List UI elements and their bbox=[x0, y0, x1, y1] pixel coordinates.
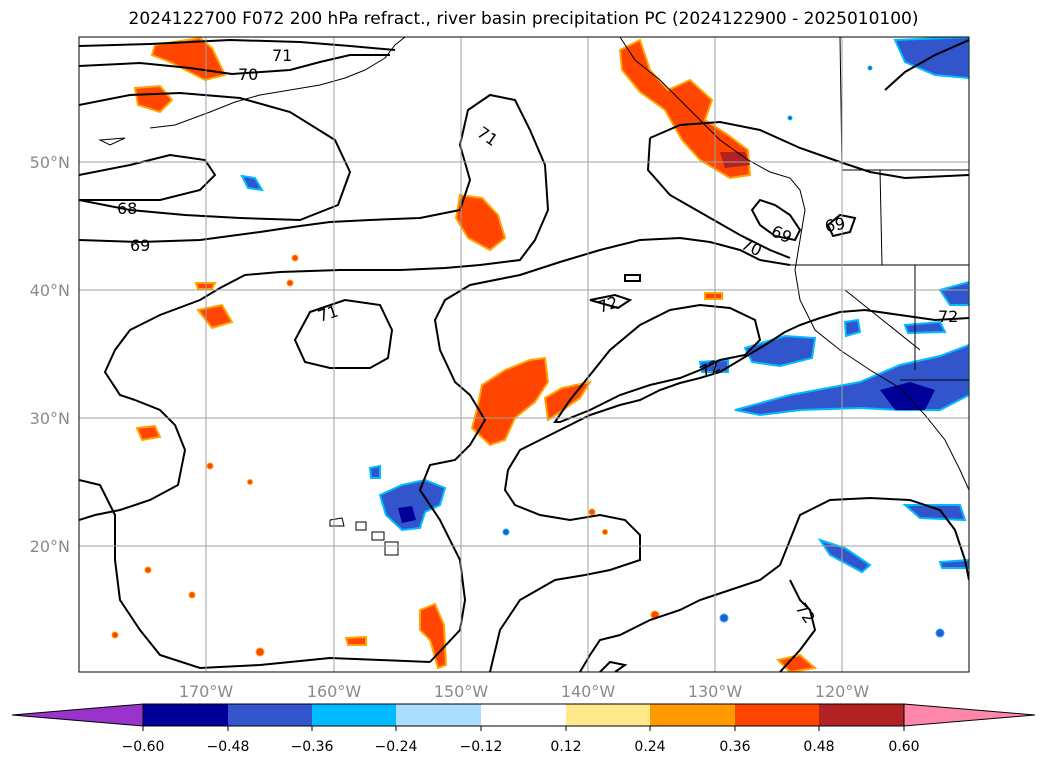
lon-label-140w: 140°W bbox=[561, 682, 616, 701]
lat-label-50n: 50°N bbox=[30, 153, 70, 172]
colorbar-segment bbox=[481, 704, 566, 726]
contour-label: 70 bbox=[238, 65, 258, 84]
lon-label-170w: 170°W bbox=[179, 682, 234, 701]
lat-label-40n: 40°N bbox=[30, 281, 70, 300]
coastlines bbox=[98, 37, 969, 556]
contour-label: 71 bbox=[474, 123, 502, 150]
precip-negative-regions bbox=[240, 37, 969, 638]
colorbar-segment bbox=[566, 704, 650, 726]
colorbar-extend-min bbox=[11, 703, 144, 727]
colorbar-segment bbox=[819, 704, 904, 726]
colorbar-tick-label: −0.24 bbox=[375, 739, 418, 755]
colorbar-tick-label: −0.12 bbox=[460, 739, 503, 755]
map-plot-area bbox=[79, 37, 969, 672]
colorbar-tick-label: 0.12 bbox=[550, 739, 581, 755]
longitude-labels: 170°W 160°W 150°W 140°W 130°W 120°W bbox=[179, 682, 870, 701]
contour-labels: 71 70 71 68 69 71 72 70 69 69 72 72 72 bbox=[117, 46, 958, 627]
lon-label-120w: 120°W bbox=[815, 682, 870, 701]
colorbar-tick-label: −0.48 bbox=[207, 739, 250, 755]
colorbar-tick-label: −0.60 bbox=[122, 739, 165, 755]
contour-label: 68 bbox=[117, 199, 137, 218]
contour-label: 71 bbox=[272, 46, 292, 65]
contour-label: 72 bbox=[792, 599, 819, 627]
colorbar-tick-label: 0.24 bbox=[634, 739, 665, 755]
refractivity-contours bbox=[79, 38, 969, 672]
colorbar-ticks bbox=[142, 726, 905, 731]
contour-label: 70 bbox=[738, 234, 764, 260]
colorbar-segment bbox=[228, 704, 312, 726]
contour-label: 72 bbox=[938, 307, 958, 326]
lat-label-20n: 20°N bbox=[30, 537, 70, 556]
colorbar-segment bbox=[650, 704, 735, 726]
graticule bbox=[79, 37, 969, 672]
colorbar-frame bbox=[142, 703, 905, 727]
contour-label: 69 bbox=[768, 221, 794, 247]
colorbar-segment bbox=[396, 704, 481, 726]
colorbar-tick-label: 0.36 bbox=[719, 739, 750, 755]
colorbar-tick-label: 0.48 bbox=[803, 739, 834, 755]
plot-frame bbox=[78, 36, 970, 673]
contour-label: 69 bbox=[823, 214, 846, 236]
colorbar-segment bbox=[735, 704, 819, 726]
colorbar-segment bbox=[312, 704, 396, 726]
colorbar-extend-max bbox=[903, 703, 1036, 727]
colorbar-tick-label: 0.60 bbox=[888, 739, 919, 755]
latitude-labels: 50°N 40°N 30°N 20°N bbox=[30, 153, 70, 556]
colorbar-tick-label: −0.36 bbox=[291, 739, 334, 755]
lat-label-30n: 30°N bbox=[30, 409, 70, 428]
colorbar-segments bbox=[11, 703, 1036, 727]
colorbar: −0.60 −0.48 −0.36 −0.24 −0.12 0.12 0.24 … bbox=[11, 703, 1036, 755]
lon-label-150w: 150°W bbox=[434, 682, 489, 701]
lon-label-160w: 160°W bbox=[307, 682, 362, 701]
contour-label: 71 bbox=[315, 301, 340, 325]
lon-label-130w: 130°W bbox=[688, 682, 743, 701]
map-title: 2024122700 F072 200 hPa refract., river … bbox=[128, 9, 919, 29]
colorbar-segment bbox=[143, 704, 228, 726]
contour-label: 69 bbox=[130, 236, 150, 255]
